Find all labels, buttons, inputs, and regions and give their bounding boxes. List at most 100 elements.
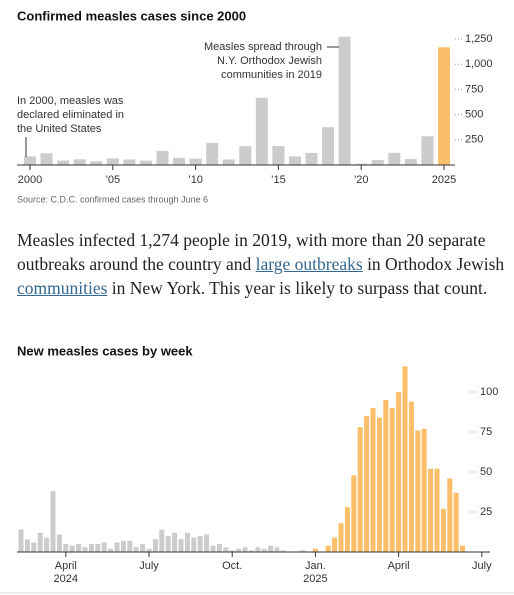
x-tick-year: 2025 xyxy=(303,573,327,585)
bar xyxy=(428,468,434,552)
bar xyxy=(210,545,216,552)
annotation: In 2000, measles was xyxy=(17,95,124,107)
bar xyxy=(222,159,235,165)
bar xyxy=(120,540,126,552)
x-tick-label: 2025 xyxy=(432,174,456,186)
bar xyxy=(274,547,280,552)
bar xyxy=(325,545,331,552)
bar xyxy=(438,47,450,165)
bar xyxy=(371,160,384,165)
bar xyxy=(404,159,417,165)
bar xyxy=(248,550,254,552)
bar xyxy=(206,142,219,165)
x-tick-label: ’05 xyxy=(105,174,120,186)
bar xyxy=(351,475,357,552)
chart-title: New measles cases by week xyxy=(17,343,193,358)
bar xyxy=(239,146,252,165)
y-tick-label: 100 xyxy=(480,386,498,398)
bar xyxy=(133,547,139,552)
bar xyxy=(156,150,169,165)
bar xyxy=(159,529,165,552)
y-tick-label: 250 xyxy=(465,134,483,146)
bar xyxy=(24,156,36,165)
chart-title: Confirmed measles cases since 2000 xyxy=(17,8,246,23)
bar xyxy=(165,536,171,552)
y-tick-label: 1,250 xyxy=(465,33,493,45)
bar xyxy=(204,534,210,552)
x-tick-label: Oct. xyxy=(222,560,242,572)
x-tick-label: July xyxy=(139,560,159,572)
y-tick-label: 50 xyxy=(480,466,492,478)
bar xyxy=(184,532,190,552)
bar xyxy=(140,544,146,552)
bar xyxy=(223,547,229,552)
bar xyxy=(178,539,184,552)
x-tick-label: April xyxy=(388,560,410,572)
bar xyxy=(31,542,37,552)
bar xyxy=(344,507,350,552)
bar xyxy=(415,430,421,552)
link[interactable]: large outbreaks xyxy=(255,254,363,274)
bar xyxy=(229,550,235,552)
bar xyxy=(88,544,94,552)
bar xyxy=(139,160,152,165)
bar xyxy=(261,548,267,552)
bar xyxy=(280,550,286,552)
bar xyxy=(355,163,368,165)
y-tick-label: 1,000 xyxy=(465,58,493,70)
bar xyxy=(242,547,248,552)
link[interactable]: communities xyxy=(17,278,108,298)
bar xyxy=(108,548,114,552)
y-tick-label: 75 xyxy=(480,426,492,438)
bar xyxy=(421,428,427,552)
bar xyxy=(40,153,53,165)
bar xyxy=(357,427,363,552)
bar xyxy=(172,532,178,552)
bar xyxy=(82,547,88,552)
bar xyxy=(101,542,107,552)
bar xyxy=(370,408,376,552)
bar xyxy=(24,539,30,552)
x-tick-year: 2024 xyxy=(54,573,78,585)
bar xyxy=(127,540,133,552)
bar xyxy=(383,400,389,552)
bar xyxy=(191,537,197,552)
bar xyxy=(73,159,86,165)
bar xyxy=(376,417,382,552)
x-tick-label: April xyxy=(55,560,77,572)
bar xyxy=(152,539,158,552)
x-tick-label: ’20 xyxy=(354,174,369,186)
x-tick-label: Jan. xyxy=(305,560,326,572)
bar xyxy=(268,545,274,552)
y-tick-label: 500 xyxy=(465,109,483,121)
bar xyxy=(173,157,186,165)
bar xyxy=(50,491,56,552)
bar xyxy=(255,547,261,552)
chart-annual: Confirmed measles cases since 2000 250 500… xyxy=(17,8,493,204)
bar xyxy=(272,146,285,165)
bar xyxy=(57,160,70,165)
bar xyxy=(440,508,446,552)
annotation: communities in 2019 xyxy=(221,69,322,81)
bar xyxy=(421,136,434,165)
source: Source: C.D.C. confirmed cases through J… xyxy=(17,194,208,204)
bar xyxy=(447,478,453,552)
bar xyxy=(288,156,301,165)
x-tick-label: 2000 xyxy=(18,174,42,186)
bar xyxy=(56,534,62,552)
y-tick-label: 750 xyxy=(465,83,483,95)
bar xyxy=(106,158,119,165)
bar xyxy=(338,36,351,166)
bar xyxy=(18,529,24,552)
bar xyxy=(389,408,395,552)
bar xyxy=(76,544,82,552)
bar xyxy=(460,545,466,552)
bar xyxy=(396,392,402,552)
paragraph: Measles infected 1,274 people in 2019, w… xyxy=(17,228,507,300)
y-tick-label: 25 xyxy=(480,506,492,518)
bar xyxy=(453,492,459,552)
bar xyxy=(44,537,50,552)
bar xyxy=(332,537,338,552)
bar xyxy=(434,468,440,552)
